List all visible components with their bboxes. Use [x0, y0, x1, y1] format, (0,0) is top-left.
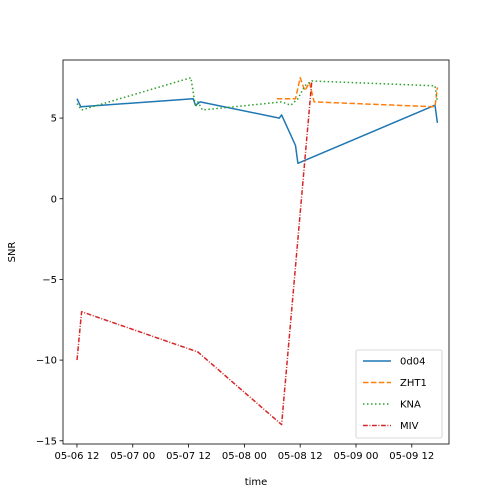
- legend-label-0d04: 0d04: [400, 357, 425, 368]
- legend-label-kna: KNA: [400, 400, 421, 411]
- y-axis-label: SNR: [7, 242, 18, 263]
- legend: 0d04 ZHT1 KNA MIV: [355, 349, 443, 439]
- series-line-miv: [76, 80, 313, 426]
- x-axis-label: time: [245, 477, 268, 488]
- series-line-zht1: [276, 76, 439, 108]
- y-tick-label: −10: [36, 356, 57, 367]
- series-layer: [76, 76, 439, 426]
- legend-label-zht1: ZHT1: [400, 378, 427, 389]
- y-tick-label: 5: [51, 114, 57, 125]
- x-tick-label: 05-09 00: [334, 451, 379, 462]
- x-tick-label: 05-08 00: [222, 451, 267, 462]
- y-axis-ticks: −15 −10 −5 0 5: [36, 114, 63, 447]
- y-tick-label: 0: [51, 194, 57, 205]
- series-line-0d04: [76, 97, 439, 165]
- x-tick-label: 05-07 12: [166, 451, 211, 462]
- legend-frame: [355, 349, 443, 439]
- y-tick-label: −5: [42, 275, 57, 286]
- x-tick-label: 05-06 12: [54, 451, 99, 462]
- x-tick-label: 05-09 12: [389, 451, 434, 462]
- legend-label-miv: MIV: [400, 421, 419, 432]
- x-tick-label: 05-08 12: [278, 451, 323, 462]
- x-tick-label: 05-07 00: [110, 451, 155, 462]
- x-axis-ticks: 05-06 12 05-07 00 05-07 12 05-08 00 05-08 12…: [54, 444, 434, 462]
- plot-area-frame: [62, 59, 450, 445]
- y-tick-label: −15: [36, 436, 57, 447]
